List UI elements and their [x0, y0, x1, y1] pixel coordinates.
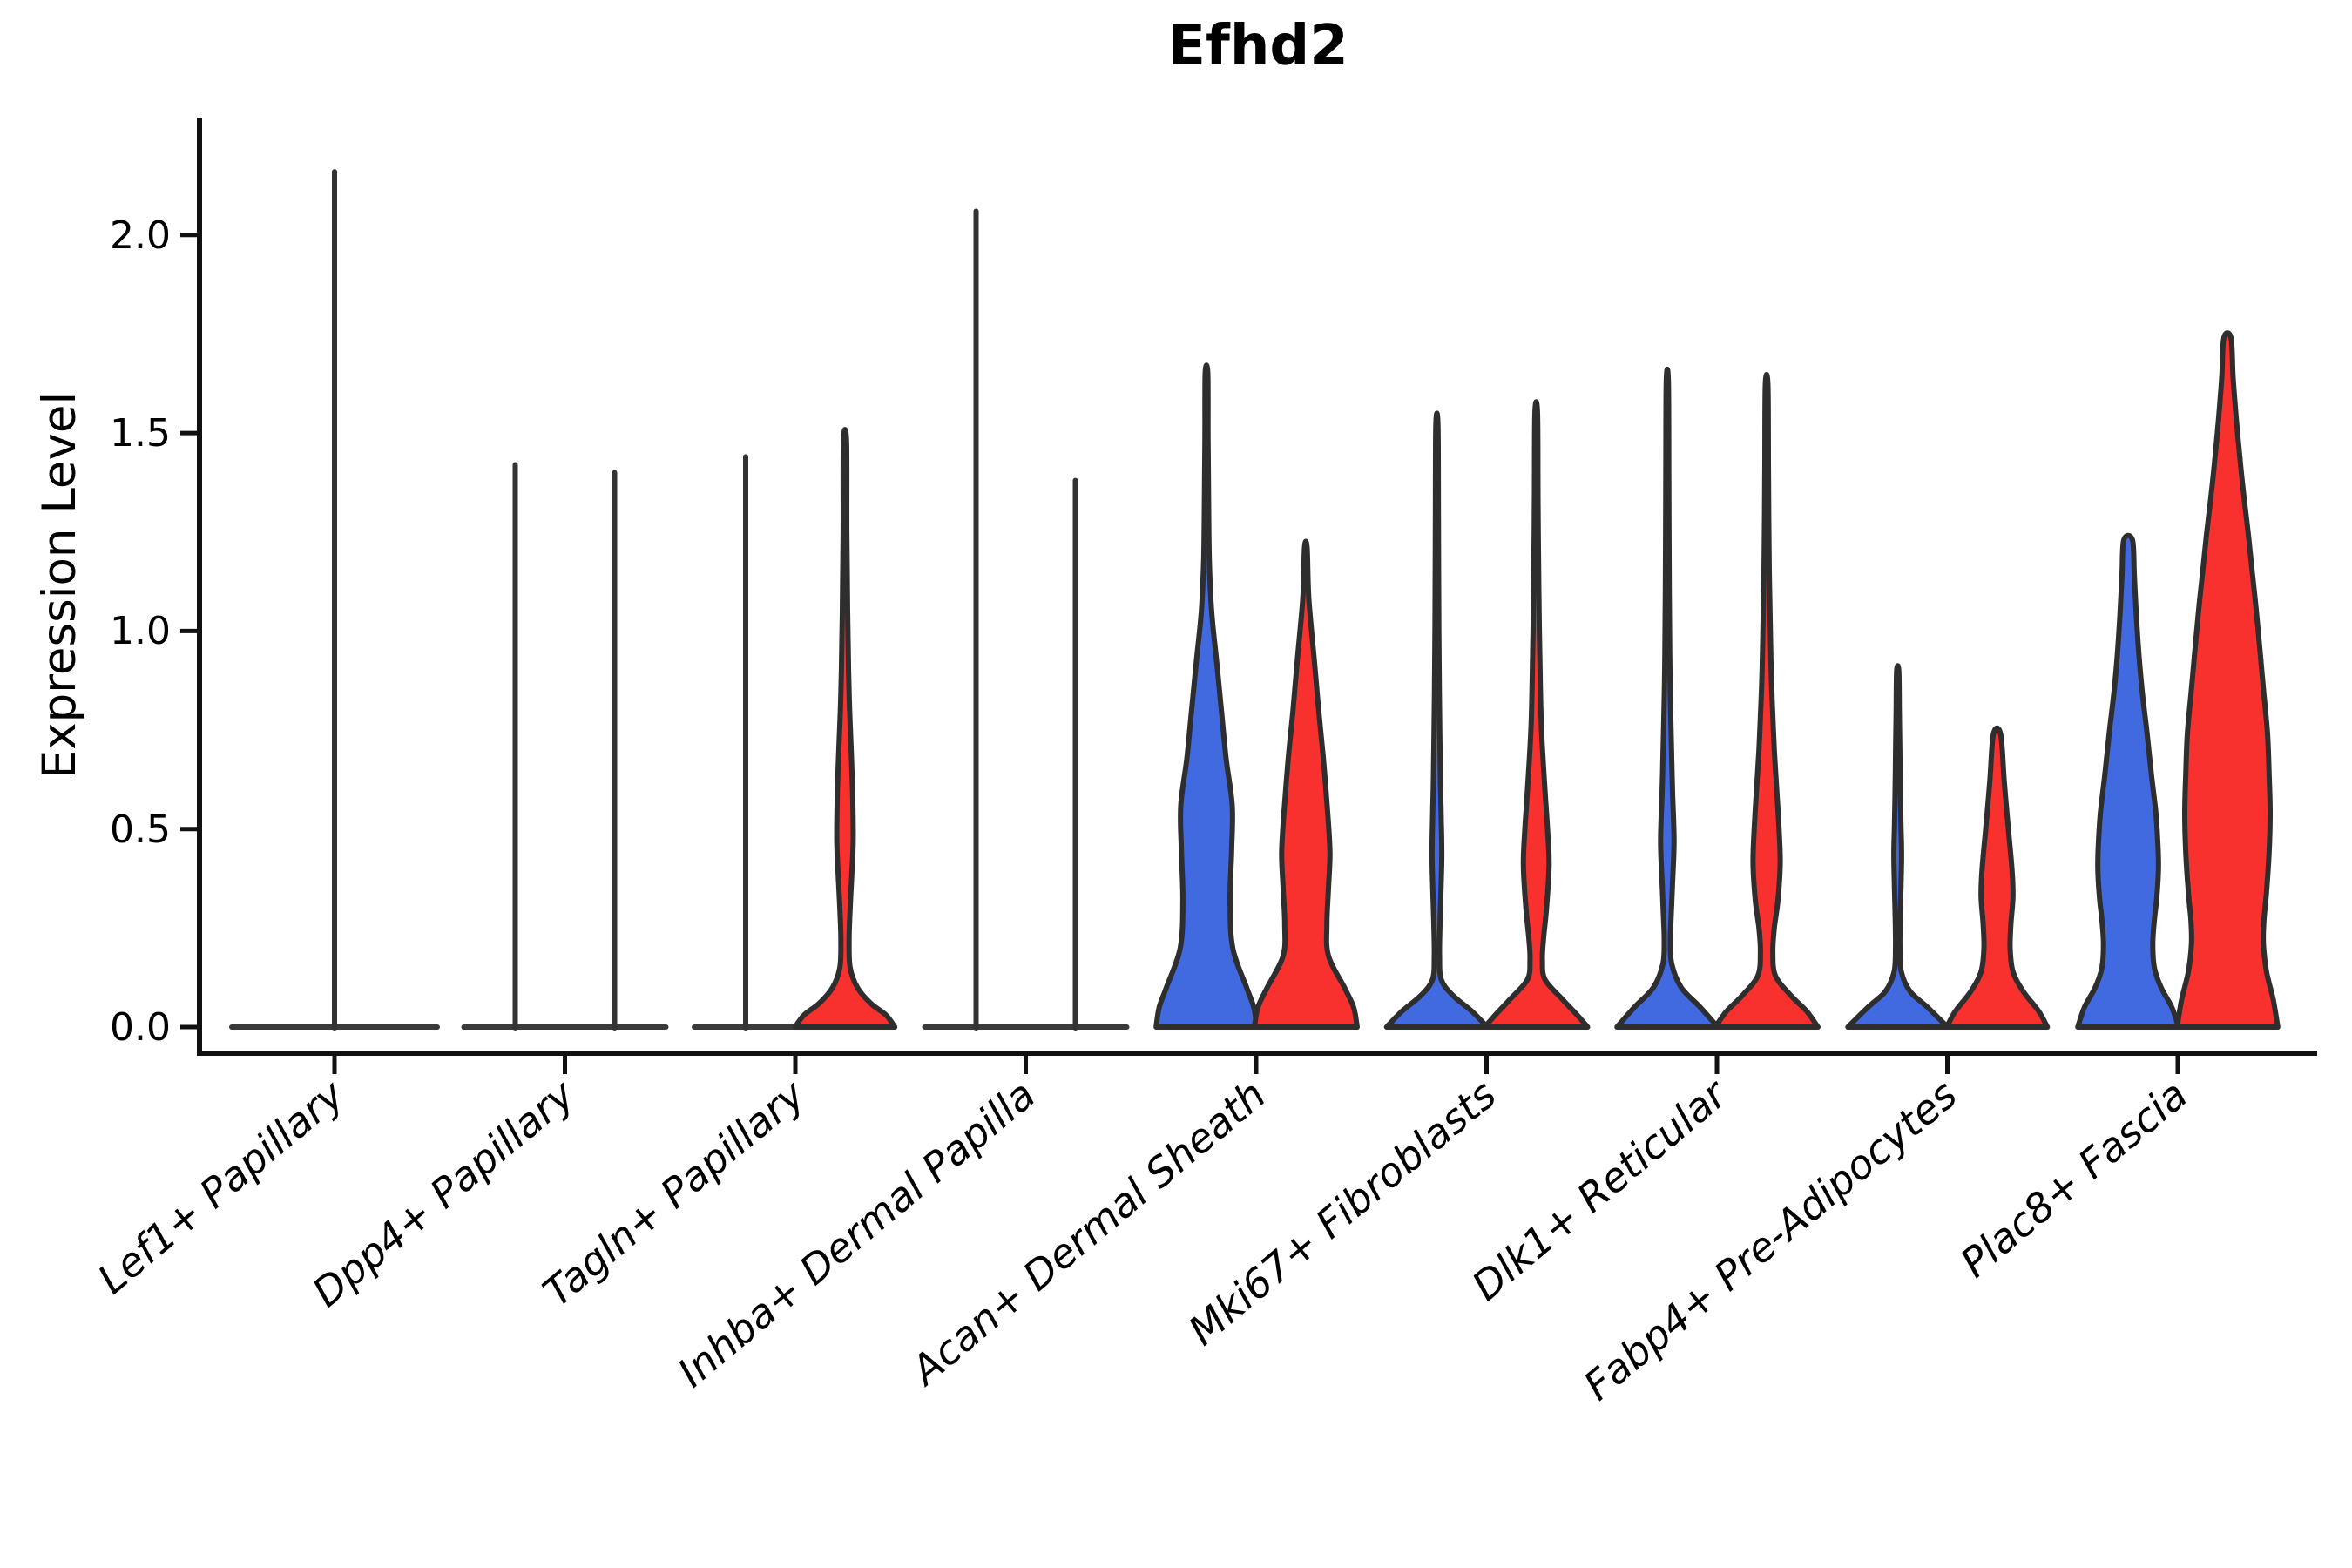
violin-body-fabp4-pre-adipocytes-red: [1943, 725, 2051, 1030]
y-tick-label-0-5: 0.5: [110, 808, 171, 852]
y-tick-label-2-0: 2.0: [110, 213, 171, 258]
plot-canvas: [180, 118, 2317, 1074]
violin-body-acan-dermal-sheath-red: [1252, 538, 1360, 1030]
violin-body-fabp4-pre-adipocytes-blue: [1845, 663, 1950, 1030]
violin-body-dlk1-reticular-blue: [1614, 366, 1720, 1030]
y-tick-label-1-5: 1.5: [110, 411, 171, 456]
y-tick-label-0-0: 0.0: [110, 1005, 171, 1050]
violin-body-plac8-fascia-red: [2174, 330, 2281, 1030]
x-tick-label-lef1-papillary: Lef1+ Papillary: [89, 1071, 354, 1303]
violin-body-tagln-papillary-red: [792, 427, 898, 1030]
violin-body-acan-dermal-sheath-blue: [1153, 362, 1260, 1030]
chart-title: Efhd2: [1167, 14, 1348, 78]
x-tick-label-fabp4-pre-adipocytes: Fabp4+ Pre-Adipocytes: [1575, 1071, 1966, 1409]
x-tick-label-plac8-fascia: Plac8+ Fascia: [1951, 1071, 2196, 1287]
violin-body-mki67-fibroblasts-red: [1482, 399, 1591, 1030]
violin-body-dlk1-reticular-red: [1713, 372, 1821, 1030]
y-tick-label-1-0: 1.0: [110, 609, 171, 653]
y-axis-label: Expression Level: [33, 392, 86, 779]
violin-body-mki67-fibroblasts-blue: [1383, 410, 1490, 1030]
violin-body-plac8-fascia-blue: [2075, 532, 2181, 1030]
